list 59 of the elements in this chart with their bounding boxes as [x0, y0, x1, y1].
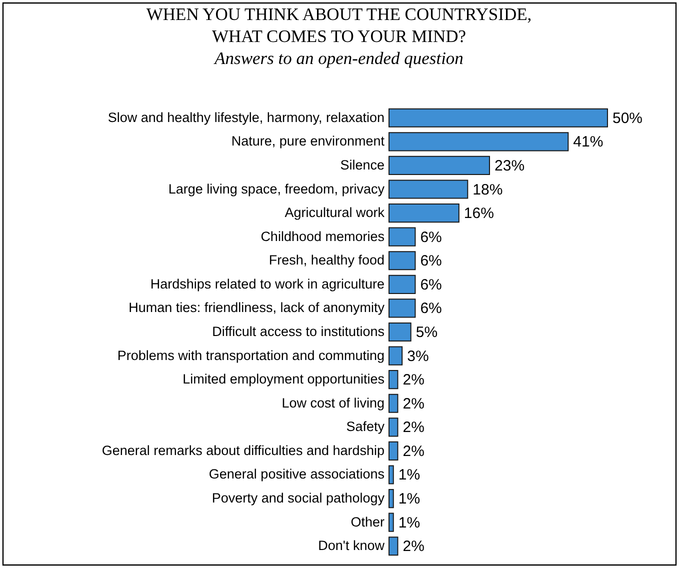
y-tick-label: Silence: [340, 157, 384, 172]
bar: [388, 227, 416, 246]
y-tick-label: Childhood memories: [260, 228, 385, 244]
bar: [388, 204, 460, 223]
bar: [388, 274, 416, 294]
bar: [388, 441, 398, 460]
bar: [388, 536, 398, 556]
data-label: 6%: [420, 300, 442, 318]
y-tick-label: Other: [350, 514, 385, 530]
y-tick-label: Problems with transportation and commuting: [117, 348, 384, 363]
bar: [388, 512, 394, 532]
bar: [388, 251, 416, 270]
data-label: 18%: [472, 181, 503, 198]
y-tick-label: Safety: [346, 419, 385, 434]
data-label: 2%: [402, 538, 424, 556]
data-label: 3%: [407, 348, 429, 365]
data-label: 2%: [402, 395, 424, 412]
y-tick-label: Low cost of living: [282, 395, 384, 410]
y-tick-label: Slow and healthy lifestyle, harmony, relaxation: [108, 110, 384, 125]
data-label: 41%: [573, 134, 604, 151]
bar: [388, 370, 398, 390]
data-label: 6%: [420, 276, 442, 294]
y-tick-label: Nature, pure environment: [231, 134, 385, 149]
data-label: 1%: [398, 466, 420, 484]
chart-subtitle: Answers to an open-ended question: [214, 48, 464, 68]
chart-title: WHEN YOU THINK ABOUT THE COUNTRYSIDE, WHAT COMES TO YOUR MIND?: [146, 4, 532, 46]
y-tick-label: General positive associations: [208, 466, 385, 482]
y-tick-label: Agricultural work: [284, 205, 385, 220]
y-tick-label: Fresh, healthy food: [268, 252, 384, 268]
data-label: 6%: [420, 252, 442, 270]
y-tick-label: General remarks about difficulties and hardship: [102, 442, 384, 458]
y-tick-label: Poverty and social pathology: [212, 490, 385, 506]
data-label: 16%: [464, 205, 494, 222]
data-label: 1%: [398, 514, 420, 532]
data-label: 2%: [402, 442, 424, 460]
bar: [388, 108, 608, 128]
bar: [388, 418, 398, 437]
y-tick-label: Hardships related to work in agriculture: [150, 276, 384, 292]
data-label: 5%: [416, 324, 438, 341]
data-label: 23%: [494, 157, 525, 174]
y-tick-label: Difficult access to institutions: [212, 324, 385, 339]
bar: [388, 465, 394, 484]
data-label: 50%: [612, 110, 643, 127]
data-label: 1%: [398, 490, 420, 508]
y-tick-label: Don't know: [318, 538, 385, 554]
y-tick-label: Large living space, freedom, privacy: [168, 181, 385, 196]
data-label: 2%: [402, 419, 424, 436]
bar: [388, 132, 569, 152]
bar: [388, 180, 468, 199]
data-label: 2%: [402, 372, 424, 389]
bar: [388, 394, 398, 413]
bar: [388, 322, 412, 342]
y-tick-label: Limited employment opportunities: [182, 372, 385, 387]
data-label: 6%: [420, 228, 442, 246]
y-tick-label: Human ties: friendliness, lack of anonymity: [128, 300, 385, 316]
bar: [388, 156, 490, 176]
bar: [388, 298, 416, 318]
bar: [388, 346, 403, 366]
bar: [388, 488, 394, 508]
